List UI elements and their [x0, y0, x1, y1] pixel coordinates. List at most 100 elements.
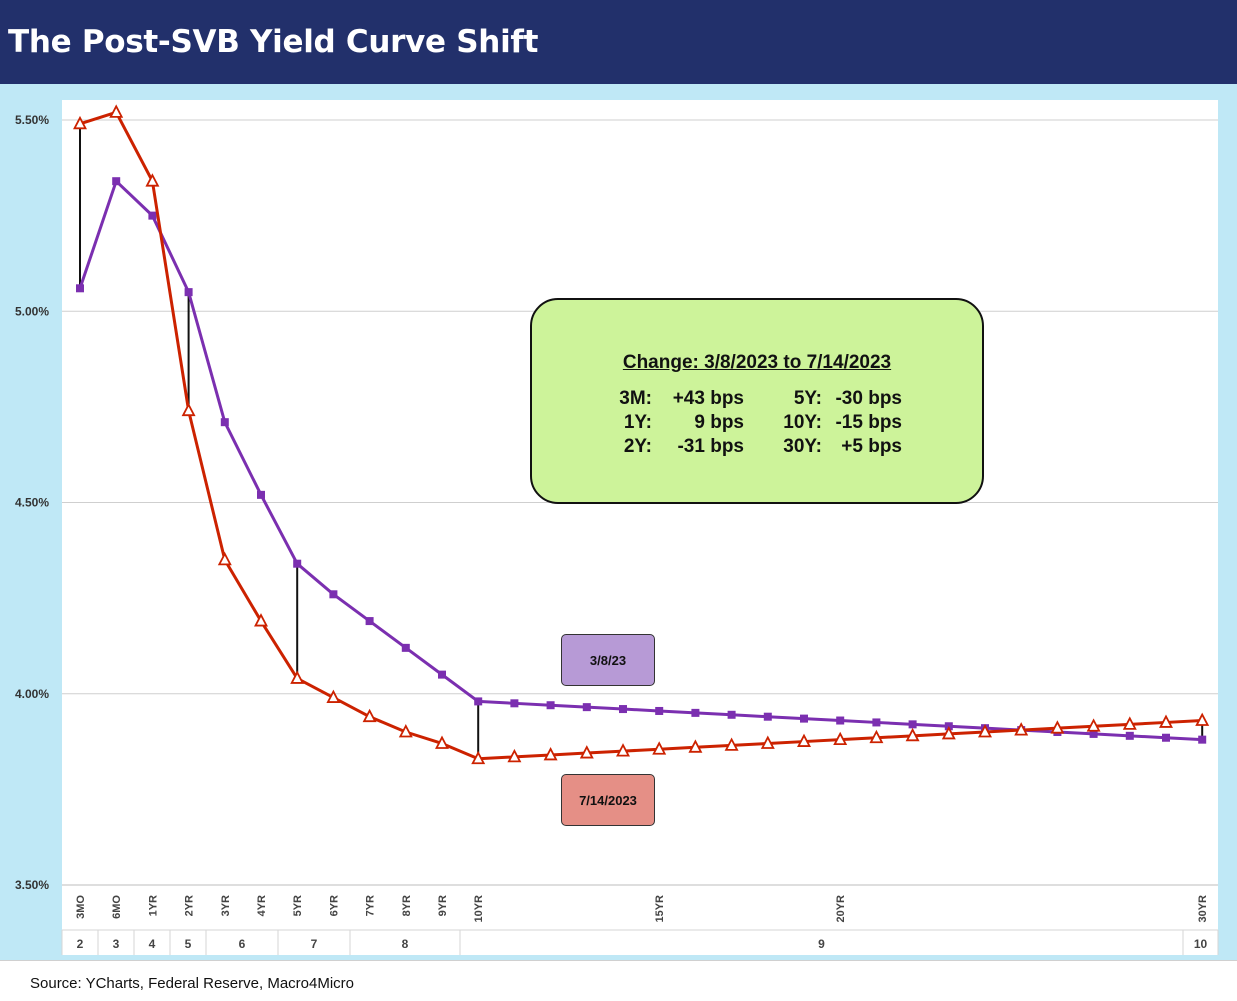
data-point-july	[290, 670, 305, 684]
data-point-july	[833, 731, 848, 746]
change-row: 2Y: -31 bps 30Y: +5 bps	[532, 436, 982, 460]
data-point-july	[616, 743, 630, 757]
x-group-label: 7	[311, 937, 318, 951]
data-point-march	[908, 720, 917, 729]
data-point-march	[438, 670, 446, 679]
x-tick-label: 1YR	[147, 895, 159, 916]
change-row: 1Y: 9 bps 10Y: -15 bps	[532, 412, 982, 436]
change-label: 30Y:	[783, 436, 822, 457]
x-group-label: 3	[113, 937, 120, 951]
x-tick-label: 6MO	[111, 895, 123, 919]
x-tick-label: 9YR	[437, 895, 449, 916]
data-point-july	[73, 115, 87, 130]
legend-series-march: 3/8/23	[561, 634, 655, 686]
data-point-july	[1014, 722, 1029, 736]
data-point-july	[905, 727, 920, 742]
change-value: 9 bps	[694, 412, 744, 433]
data-point-march	[1089, 729, 1098, 738]
x-tick-label: 8YR	[401, 895, 413, 916]
y-tick-label: 5.50%	[15, 113, 49, 127]
data-point-july	[326, 689, 341, 703]
data-point-march	[401, 643, 410, 652]
change-label: 1Y:	[623, 412, 652, 433]
data-point-march	[148, 211, 157, 220]
x-tick-label: 7YR	[365, 895, 377, 916]
data-point-july	[362, 708, 377, 723]
change-label: 2Y:	[623, 436, 652, 457]
data-point-march	[510, 699, 519, 708]
data-point-july	[254, 613, 268, 627]
x-group-label: 8	[402, 937, 409, 951]
data-point-march	[1125, 731, 1134, 740]
data-point-march	[872, 718, 881, 727]
data-point-july	[435, 735, 449, 749]
change-label: 5Y:	[793, 388, 822, 409]
data-point-july	[1195, 712, 1210, 726]
x-tick-label: 3YR	[220, 895, 232, 916]
change-row: 3M: +43 bps 5Y: -30 bps	[532, 388, 982, 412]
data-point-march	[582, 703, 591, 712]
x-tick-label: 3MO	[75, 895, 87, 919]
x-group-label: 2	[77, 937, 84, 951]
header-bar: The Post-SVB Yield Curve Shift	[0, 0, 1237, 84]
x-tick-label: 6YR	[328, 895, 340, 916]
footer: Source: YCharts, Federal Reserve, Macro4…	[0, 960, 1237, 1001]
x-group-label: 4	[149, 937, 156, 951]
data-point-july	[797, 733, 811, 747]
data-point-july	[1122, 716, 1137, 730]
y-tick-label: 3.50%	[15, 878, 49, 892]
data-point-march	[365, 617, 374, 626]
data-point-july	[579, 745, 594, 759]
change-info-box: Change: 3/8/2023 to 7/14/2023 3M: +43 bp…	[530, 298, 984, 504]
y-tick-label: 5.00%	[15, 304, 49, 318]
data-point-march	[112, 177, 121, 186]
y-tick-label: 4.00%	[15, 687, 49, 701]
data-point-march	[836, 716, 845, 725]
change-value: -31 bps	[677, 436, 744, 457]
change-value: +5 bps	[841, 436, 902, 457]
data-point-march	[76, 284, 84, 293]
x-group-label: 6	[239, 937, 246, 951]
data-point-july	[869, 729, 884, 744]
x-group-label: 9	[818, 937, 825, 951]
source-note: Source: YCharts, Federal Reserve, Macro4…	[30, 975, 355, 992]
change-value: +43 bps	[672, 388, 744, 409]
data-point-march	[763, 712, 772, 721]
data-point-march	[293, 559, 302, 568]
data-point-july	[109, 104, 124, 118]
data-point-march	[1198, 735, 1207, 744]
x-tick-label: 15YR	[654, 895, 666, 923]
data-point-july	[145, 173, 160, 187]
data-point-july	[724, 737, 739, 751]
data-point-march	[619, 705, 627, 714]
data-point-july	[1159, 714, 1173, 728]
x-tick-label: 30YR	[1197, 895, 1209, 923]
data-point-march	[691, 708, 700, 717]
x-group-label: 5	[185, 937, 192, 951]
data-point-july	[181, 402, 196, 417]
x-group-label: 10	[1194, 937, 1208, 951]
change-value: -30 bps	[835, 388, 902, 409]
change-label: 3M:	[619, 388, 652, 409]
data-point-march	[474, 697, 483, 706]
x-tick-label: 4YR	[256, 895, 268, 916]
legend-series-july: 7/14/2023	[561, 774, 655, 826]
data-point-march	[800, 714, 808, 723]
x-tick-label: 20YR	[835, 895, 847, 923]
data-point-july	[543, 747, 558, 761]
data-point-july	[471, 750, 486, 765]
data-point-july	[398, 724, 413, 738]
data-point-july	[507, 748, 522, 763]
data-point-march	[329, 590, 338, 599]
data-point-march	[220, 418, 229, 427]
data-point-march	[655, 706, 664, 715]
x-tick-label: 2YR	[184, 895, 196, 916]
data-point-july	[688, 739, 703, 753]
data-point-july	[217, 551, 232, 566]
data-point-july	[978, 724, 992, 738]
series-line-july	[79, 110, 1203, 761]
data-point-july	[1050, 720, 1065, 734]
data-point-march	[257, 490, 265, 499]
x-tick-label: 5YR	[292, 895, 304, 916]
yield-curve-chart: 3.50% 4.00% 4.50% 5.00% 5.50% 3MO 6MO 1YR 2YR 3YR…	[15, 100, 1219, 955]
